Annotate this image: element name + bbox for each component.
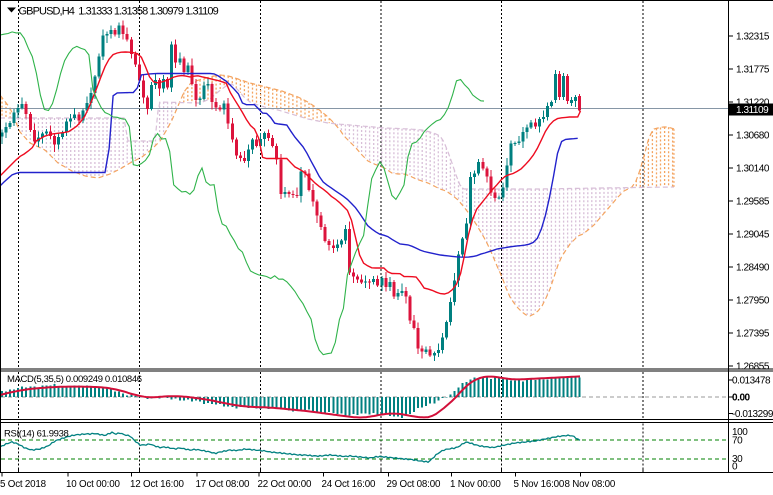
svg-text:RSI(14) 61.9938: RSI(14) 61.9938 — [4, 429, 69, 440]
svg-text:1.26855: 1.26855 — [736, 362, 770, 373]
svg-text:1.29045: 1.29045 — [736, 230, 770, 241]
svg-text:1.29585: 1.29585 — [736, 197, 770, 208]
svg-text:100: 100 — [732, 427, 748, 438]
svg-text:22 Oct 00:00: 22 Oct 00:00 — [258, 479, 312, 490]
svg-text:1.27950: 1.27950 — [736, 296, 770, 307]
svg-text:5 Nov 16:00: 5 Nov 16:00 — [514, 479, 565, 490]
svg-text:0.013478: 0.013478 — [732, 376, 771, 387]
svg-text:29 Oct 08:00: 29 Oct 08:00 — [387, 479, 441, 490]
svg-text:1 Nov 00:00: 1 Nov 00:00 — [450, 479, 501, 490]
svg-text:24 Oct 16:00: 24 Oct 16:00 — [322, 479, 376, 490]
svg-text:1.27395: 1.27395 — [736, 329, 770, 340]
svg-text:1.32315: 1.32315 — [736, 32, 770, 43]
svg-text:12 Oct 16:00: 12 Oct 16:00 — [130, 479, 184, 490]
svg-text:1.31109: 1.31109 — [736, 105, 769, 116]
svg-text:8 Nov 08:00: 8 Nov 08:00 — [565, 479, 616, 490]
svg-text:MACD(5,35,5) 0.009249 0.010846: MACD(5,35,5) 0.009249 0.010846 — [7, 374, 142, 385]
svg-text:1.30140: 1.30140 — [736, 164, 770, 175]
svg-text:17 Oct 08:00: 17 Oct 08:00 — [196, 479, 250, 490]
svg-text:5 Oct 2018: 5 Oct 2018 — [0, 479, 47, 490]
svg-text:1.31220: 1.31220 — [736, 98, 770, 109]
svg-text:1.31775: 1.31775 — [736, 65, 770, 76]
svg-text:1.30680: 1.30680 — [736, 131, 770, 142]
svg-text:0.00: 0.00 — [732, 392, 751, 403]
svg-text:-0.013299: -0.013299 — [732, 409, 773, 420]
svg-text:10 Oct 00:00: 10 Oct 00:00 — [66, 479, 120, 490]
svg-text:0: 0 — [732, 462, 738, 473]
svg-text:30: 30 — [732, 454, 743, 465]
svg-text:1.28490: 1.28490 — [736, 263, 770, 274]
svg-text:70: 70 — [732, 435, 743, 446]
svg-text:GBPUSD,H4 1.31333 1.31358 1.3: GBPUSD,H4 1.31333 1.31358 1.30979 1.3110… — [19, 6, 219, 18]
